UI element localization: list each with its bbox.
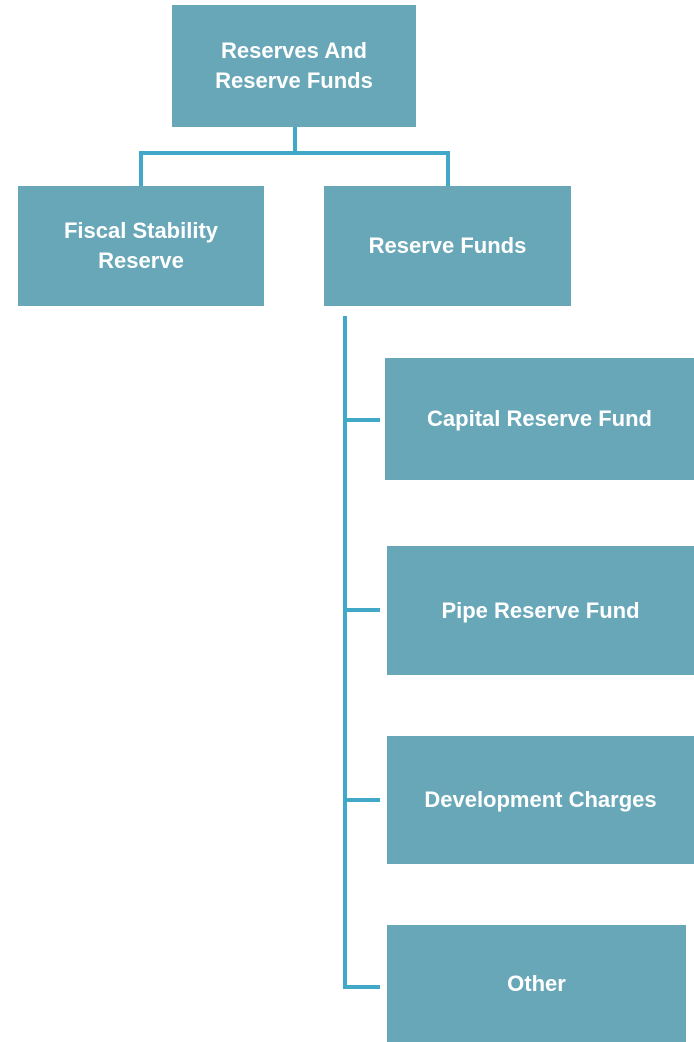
node: Capital Reserve Fund [385,358,694,480]
node: Reserve Funds [324,186,571,306]
root-node: Reserves And Reserve Funds [172,5,416,127]
node: Other [387,925,686,1042]
node: Fiscal Stability Reserve [18,186,264,306]
top-connector [139,127,450,186]
branch-connector [343,316,380,989]
node: Pipe Reserve Fund [387,546,694,675]
node: Development Charges [387,736,694,864]
